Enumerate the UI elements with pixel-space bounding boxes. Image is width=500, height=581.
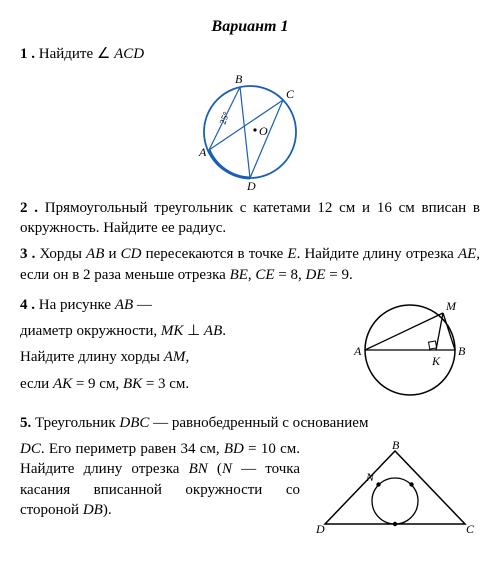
- fig5-d: D: [315, 522, 325, 536]
- p3-be: BE: [230, 267, 248, 283]
- fig5-c: C: [466, 522, 475, 536]
- p4-l4b: = 9 см,: [72, 376, 123, 392]
- p5-dbc: DBC: [119, 415, 149, 431]
- problem-5-body: DC. Его периметр равен 34 см, BD = 10 см…: [20, 439, 480, 539]
- fig5-n: N: [365, 470, 375, 484]
- p3-ab: AB: [86, 246, 104, 262]
- p3-ce: CE: [255, 267, 274, 283]
- problem-1-angle: ACD: [114, 46, 144, 62]
- fig4-b: B: [458, 344, 466, 358]
- problem-5-line1: 5. Треугольник DBC — равнобедренный с ос…: [20, 413, 480, 433]
- p5-bd: BD: [224, 441, 244, 457]
- p5-t3: . Его периметр равен 34 см,: [41, 441, 224, 457]
- p4-ak: AК: [53, 376, 72, 392]
- p5-t7: ).: [103, 502, 112, 518]
- p5-dc: DC: [20, 441, 41, 457]
- fig5-b: B: [392, 439, 400, 452]
- fig1-label-o: O: [259, 124, 268, 138]
- problem-3-num: 3 .: [20, 246, 35, 262]
- p3-d: . Найдите длину отрезка: [297, 246, 458, 262]
- problem-1-num: 1 .: [20, 46, 35, 62]
- p3-h: = 9.: [326, 267, 353, 283]
- problem-2-text: Прямоугольный треугольник с катетами 12 …: [20, 200, 480, 236]
- p3-de: DE: [306, 267, 326, 283]
- problem-4-num: 4 .: [20, 297, 35, 313]
- p3-b: и: [104, 246, 120, 262]
- fig1-angle-25: 25°: [217, 110, 231, 126]
- fig1-label-b: B: [235, 72, 243, 86]
- p4-l4c: = 3 см.: [142, 376, 189, 392]
- p5-bn: BN: [189, 461, 208, 477]
- variant-title: Вариант 1: [20, 16, 480, 38]
- p4-l2a: диаметр окружности,: [20, 323, 161, 339]
- p4-l1b: —: [133, 297, 152, 313]
- p4-l4a: если: [20, 376, 53, 392]
- fig1-label-d: D: [246, 179, 256, 190]
- p4-perp: ⊥: [183, 323, 204, 339]
- p4-l3a: Найдите длину хорды: [20, 349, 164, 365]
- p3-c: пересекаются в точке: [142, 246, 288, 262]
- p4-am: AM: [164, 349, 186, 365]
- fig1-label-c: C: [286, 87, 295, 101]
- problem-1: 1 . Найдите ∠ ACD: [20, 44, 480, 64]
- problem-3: 3 . Хорды AB и CD пересекаются в точке E…: [20, 244, 480, 285]
- p4-l1a: На рисунке: [35, 297, 115, 313]
- p4-l2b: .: [222, 323, 226, 339]
- p5-n: N: [222, 461, 232, 477]
- p4-ab2: AB: [204, 323, 222, 339]
- problem-5-figure: B D C N: [310, 439, 480, 539]
- fig4-a: A: [353, 344, 362, 358]
- p5-db: DB: [83, 502, 103, 518]
- fig4-k: К: [431, 354, 441, 368]
- fig1-label-a: A: [198, 145, 207, 159]
- p4-mk: MК: [161, 323, 183, 339]
- problem-1-text: Найдите ∠: [35, 46, 114, 62]
- p4-l3b: ,: [185, 349, 189, 365]
- p4-bk: BК: [123, 376, 142, 392]
- p3-cd: CD: [121, 246, 142, 262]
- problem-4-figure: A B M К: [340, 295, 480, 405]
- problem-2-num: 2 .: [20, 200, 38, 216]
- p3-ae: AE: [458, 246, 476, 262]
- fig4-m: M: [445, 299, 457, 313]
- p4-ab: AB: [115, 297, 133, 313]
- problem-2: 2 . Прямоугольный треугольник с катетами…: [20, 198, 480, 239]
- problem-5-num: 5.: [20, 415, 31, 431]
- problem-1-figure: A B C D O 25°: [185, 70, 315, 190]
- p5-t1: Треугольник: [31, 415, 119, 431]
- problem-4: 4 . На рисунке AB — диаметр окружности, …: [20, 295, 480, 405]
- p3-a: Хорды: [35, 246, 86, 262]
- p5-t2: — равнобедренный с основанием: [149, 415, 368, 431]
- p3-g: = 8,: [275, 267, 306, 283]
- p3-e: E: [287, 246, 296, 262]
- p5-t5: (: [208, 461, 222, 477]
